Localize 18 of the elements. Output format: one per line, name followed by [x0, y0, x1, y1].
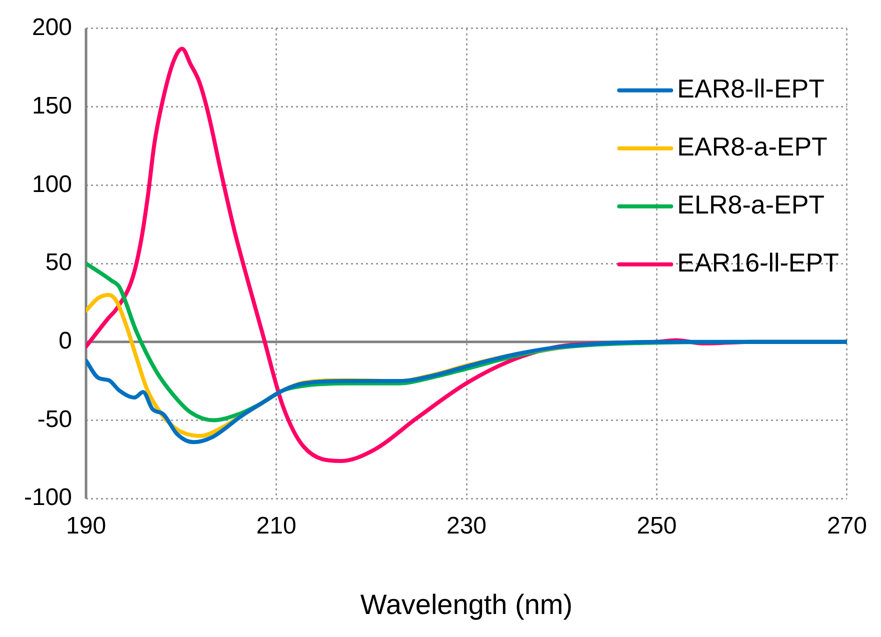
y-tick-label: 0	[58, 327, 72, 354]
legend-label: EAR16-ll-EPT	[677, 248, 840, 278]
y-tick-label: 50	[45, 249, 72, 276]
x-tick-label: 210	[256, 512, 296, 540]
y-tick-label: -100	[24, 484, 72, 512]
x-tick-label: 230	[446, 512, 487, 540]
x-tick-label: 190	[66, 512, 106, 540]
x-axis-title: Wavelength (nm)	[360, 588, 573, 620]
y-tick-label: -50	[37, 406, 72, 433]
y-tick-label: 150	[32, 92, 72, 120]
line-series	[86, 340, 847, 444]
legend-label: EAR8-ll-EPT	[677, 74, 825, 104]
x-tick-label: 250	[636, 512, 677, 540]
legend-label: ELR8-a-EPT	[677, 190, 825, 220]
y-tick-label: 100	[32, 170, 72, 198]
x-tick-label: 270	[826, 512, 867, 540]
y-tick-label: 200	[32, 14, 72, 42]
legend-label: EAR8-a-EPT	[677, 132, 828, 162]
